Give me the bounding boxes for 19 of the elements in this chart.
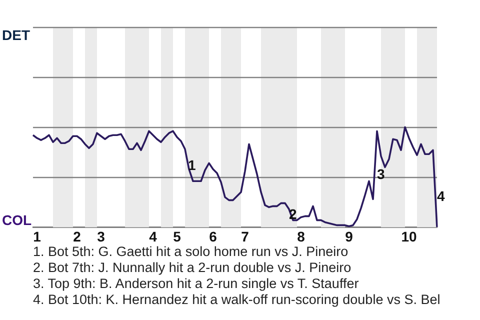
text: DET [2,27,30,43]
annotation: 1 [188,157,196,173]
text: 1. Bot 5th: G. Gaetti hit a solo home run vs J. Pineiro [33,244,350,260]
x-tick-label: 7 [241,228,250,244]
text: 3. Top 9th: B. Anderson hit a 2-run single vs T. Stauffer [33,276,360,292]
x-tick-label: 1 [33,228,42,244]
text: 4. Bot 10th: K. Hernandez hit a walk-off run-scoring double vs S. Bel [33,292,440,308]
x-tick-label: 8 [297,228,306,244]
text: 2. Bot 7th: J. Nunnally hit a 2-run double vs J. Pineiro [33,260,352,276]
text: COL [2,212,32,228]
x-tick-label: 2 [73,228,82,244]
x-tick-label: 9 [345,228,354,244]
x-tick-label: 6 [209,228,218,244]
x-tick-label: 3 [97,228,106,244]
x-tick-label: 10 [401,228,417,244]
x-tick-label: 4 [149,228,158,244]
annotation: 3 [377,166,385,182]
annotation: 4 [437,188,445,204]
x-tick-label: 5 [173,228,182,244]
